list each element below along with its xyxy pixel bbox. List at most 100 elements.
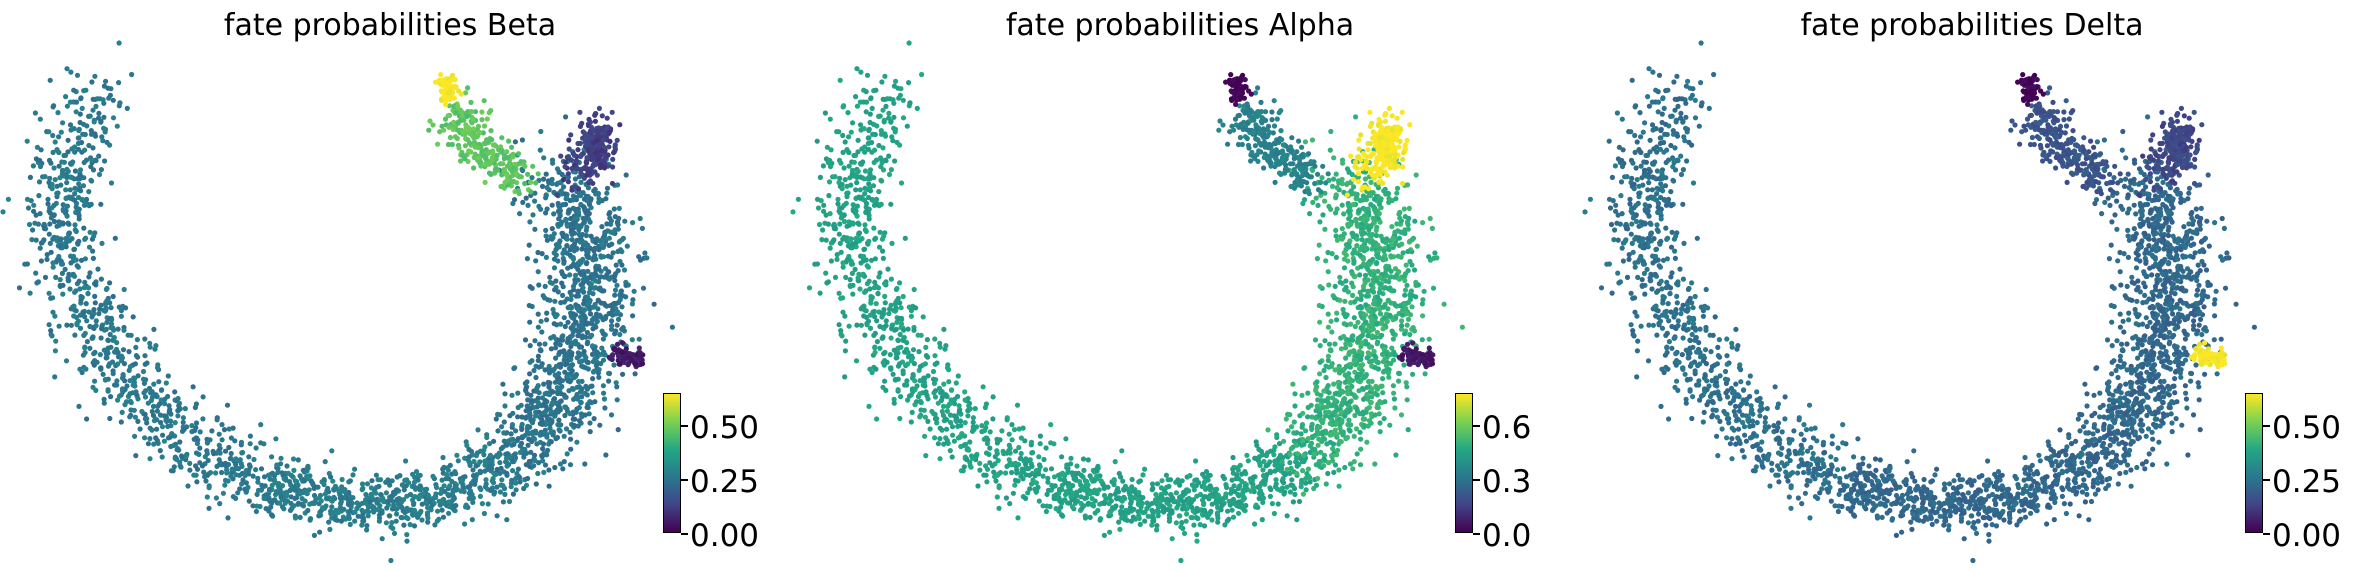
scatter-point — [70, 253, 77, 259]
scatter-point — [917, 391, 923, 397]
scatter-point — [901, 334, 907, 341]
scatter-point — [531, 388, 537, 394]
scatter-point — [403, 458, 409, 464]
scatter-point — [615, 226, 621, 232]
scatter-point — [619, 350, 625, 356]
scatter-point — [1151, 518, 1157, 524]
scatter-point — [584, 386, 591, 392]
scatter-point — [515, 466, 522, 472]
scatter-point — [856, 230, 863, 236]
scatter-point — [955, 393, 961, 400]
scatter-point — [588, 146, 594, 152]
scatter-point — [642, 250, 648, 256]
scatter-point — [274, 462, 280, 468]
scatter-point — [846, 149, 852, 155]
scatter-point — [866, 216, 872, 222]
scatter-point — [175, 413, 181, 419]
scatter-point — [401, 487, 407, 493]
scatter-point — [1122, 496, 1128, 502]
scatter-point — [307, 516, 314, 522]
scatter-point — [967, 439, 973, 445]
scatter-point — [73, 257, 79, 263]
scatter-point — [906, 80, 912, 86]
scatter-point — [603, 196, 609, 202]
scatter-point — [41, 225, 48, 232]
scatter-point — [151, 381, 157, 387]
scatter-point — [597, 153, 603, 160]
scatter-point — [1250, 484, 1256, 490]
scatter-point — [611, 300, 617, 307]
scatter-point — [897, 92, 903, 98]
scatter-point — [553, 355, 559, 361]
scatter-point — [850, 206, 856, 212]
scatter-point — [70, 159, 76, 165]
scatter-point — [33, 212, 39, 218]
scatter-point — [828, 258, 834, 264]
scatter-point — [440, 514, 447, 520]
scatter-point — [572, 184, 578, 190]
scatter-point — [77, 111, 83, 117]
scatter-point — [955, 373, 961, 379]
scatter-point — [898, 321, 905, 327]
scatter-point — [820, 163, 826, 169]
scatter-point — [569, 243, 575, 250]
scatter-point — [250, 473, 256, 479]
scatter-point — [1377, 429, 1383, 435]
scatter-point — [1263, 463, 1269, 469]
scatter-point — [549, 418, 555, 424]
scatter-point — [157, 401, 163, 407]
scatter-point — [539, 417, 545, 423]
scatter-point — [872, 330, 878, 336]
scatter-point — [443, 101, 449, 107]
scatter-point — [124, 383, 130, 389]
scatter-point — [98, 119, 104, 125]
scatter-point — [329, 504, 335, 510]
scatter-point — [790, 209, 796, 215]
scatter-point — [147, 436, 153, 442]
scatter-point — [411, 501, 417, 508]
scatter-point — [37, 245, 43, 251]
scatter-point — [234, 465, 240, 471]
scatter-point — [883, 318, 889, 324]
scatter-point — [1191, 487, 1197, 493]
scatter-point — [824, 280, 830, 286]
scatter-point — [1209, 517, 1215, 523]
scatter-point — [897, 415, 903, 422]
scatter-point — [991, 469, 997, 475]
scatter-point — [607, 303, 613, 309]
scatter-point — [1118, 474, 1124, 480]
scatter-point — [609, 109, 615, 115]
scatter-point — [161, 401, 168, 407]
scatter-point — [175, 408, 181, 414]
scatter-point — [539, 329, 545, 335]
scatter-point — [494, 513, 500, 519]
scatter-point — [558, 153, 564, 159]
scatter-point — [176, 447, 182, 453]
scatter-point — [498, 482, 504, 488]
scatter-point — [898, 180, 905, 186]
scatter-point — [875, 291, 881, 297]
scatter-point — [614, 397, 620, 403]
scatter-point — [556, 417, 562, 423]
scatter-point — [817, 290, 823, 296]
scatter-point — [246, 471, 252, 477]
scatter-point — [485, 501, 491, 507]
scatter-point — [44, 256, 50, 262]
umap-scatter — [0, 40, 676, 564]
scatter-point — [1122, 483, 1128, 489]
scatter-point — [889, 326, 895, 332]
scatter-point — [527, 343, 533, 349]
scatter-point — [394, 487, 400, 493]
scatter-point — [615, 316, 622, 322]
scatter-point — [1097, 501, 1103, 507]
scatter-point — [460, 129, 467, 135]
scatter-point — [458, 158, 464, 164]
scatter-point — [1244, 452, 1250, 458]
scatter-point — [867, 176, 873, 182]
scatter-point — [52, 374, 58, 380]
scatter-point — [1074, 493, 1080, 499]
scatter-point — [536, 390, 542, 396]
scatter-point — [533, 430, 539, 436]
scatter-point — [360, 485, 366, 491]
scatter-point — [90, 335, 96, 341]
